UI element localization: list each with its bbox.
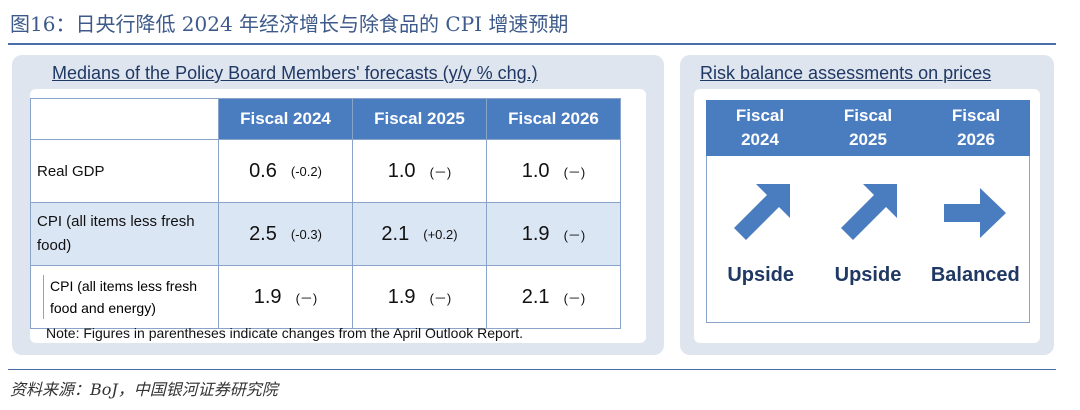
forecast-change: (－) [295, 290, 318, 306]
figure-title: 图16：日央行降低 2024 年经济增长与除食品的 CPI 增速预期 [10, 12, 569, 36]
bottom-rule [8, 369, 1056, 370]
table-row: Real GDP 0.6 (-0.2) 1.0 (－) 1.0 (－) [30, 139, 621, 203]
risk-body: Upside Upside Balanced [706, 156, 1030, 323]
column-header: Fiscal 2024 [218, 98, 353, 140]
forecast-change: (－) [429, 164, 452, 180]
source-note: 资料来源：BoJ，中国银河证券研究院 [10, 380, 278, 399]
forecast-change: (－) [563, 164, 586, 180]
arrow-right-icon [944, 188, 1007, 238]
forecast-value: 2.1 [521, 285, 550, 308]
forecast-value: 1.9 [521, 222, 550, 245]
risk-assessment: Balanced [930, 264, 1020, 286]
risk-header-row: Fiscal 2024 Fiscal 2025 Fiscal 2026 [706, 100, 1030, 156]
forecast-table: Fiscal 2024 Fiscal 2025 Fiscal 2026 Real… [30, 98, 621, 329]
risk-column: Upside [707, 156, 814, 322]
forecast-value: 1.0 [387, 159, 416, 182]
table-header-row: Fiscal 2024 Fiscal 2025 Fiscal 2026 [30, 98, 621, 140]
forecast-change: (－) [563, 227, 586, 243]
forecast-value: 1.9 [253, 285, 282, 308]
column-header: Fiscal 2025 [352, 98, 487, 140]
top-rule [8, 43, 1056, 45]
forecast-panel-title: Medians of the Policy Board Members' for… [52, 63, 538, 83]
forecast-change: (－) [563, 290, 586, 306]
row-label: Real GDP [30, 139, 219, 203]
table-note: Note: Figures in parentheses indicate ch… [46, 325, 524, 341]
table-row: CPI (all items less fresh food and energ… [30, 265, 621, 329]
arrow-up-right-icon [733, 184, 790, 240]
risk-column-header: Fiscal 2026 [951, 106, 1001, 149]
forecast-change: (-0.2) [290, 163, 322, 179]
risk-column-header: Fiscal 2025 [843, 106, 893, 149]
arrow-up-right-icon [840, 184, 897, 240]
forecast-value: 1.0 [521, 159, 550, 182]
forecast-change: (-0.3) [290, 226, 322, 242]
forecast-change: (－) [429, 290, 452, 306]
forecast-value: 2.5 [249, 222, 277, 245]
risk-assessment: Upside [727, 264, 794, 286]
forecast-value: 2.1 [381, 222, 410, 245]
risk-column: Upside [814, 156, 921, 322]
forecast-value: 0.6 [249, 159, 277, 182]
row-label: CPI (all items less fresh food and energ… [43, 275, 218, 319]
risk-assessment: Upside [834, 264, 902, 286]
risk-panel-title: Risk balance assessments on prices [700, 63, 992, 83]
forecast-change: (+0.2) [423, 226, 458, 242]
forecast-value: 1.9 [387, 285, 416, 308]
column-header: Fiscal 2026 [486, 98, 621, 140]
risk-column-header: Fiscal 2024 [735, 106, 785, 149]
table-row: CPI (all items less fresh food) 2.5 (-0.3… [30, 202, 621, 266]
risk-column: Balanced [922, 156, 1029, 322]
row-label: CPI (all items less fresh food) [30, 202, 219, 266]
